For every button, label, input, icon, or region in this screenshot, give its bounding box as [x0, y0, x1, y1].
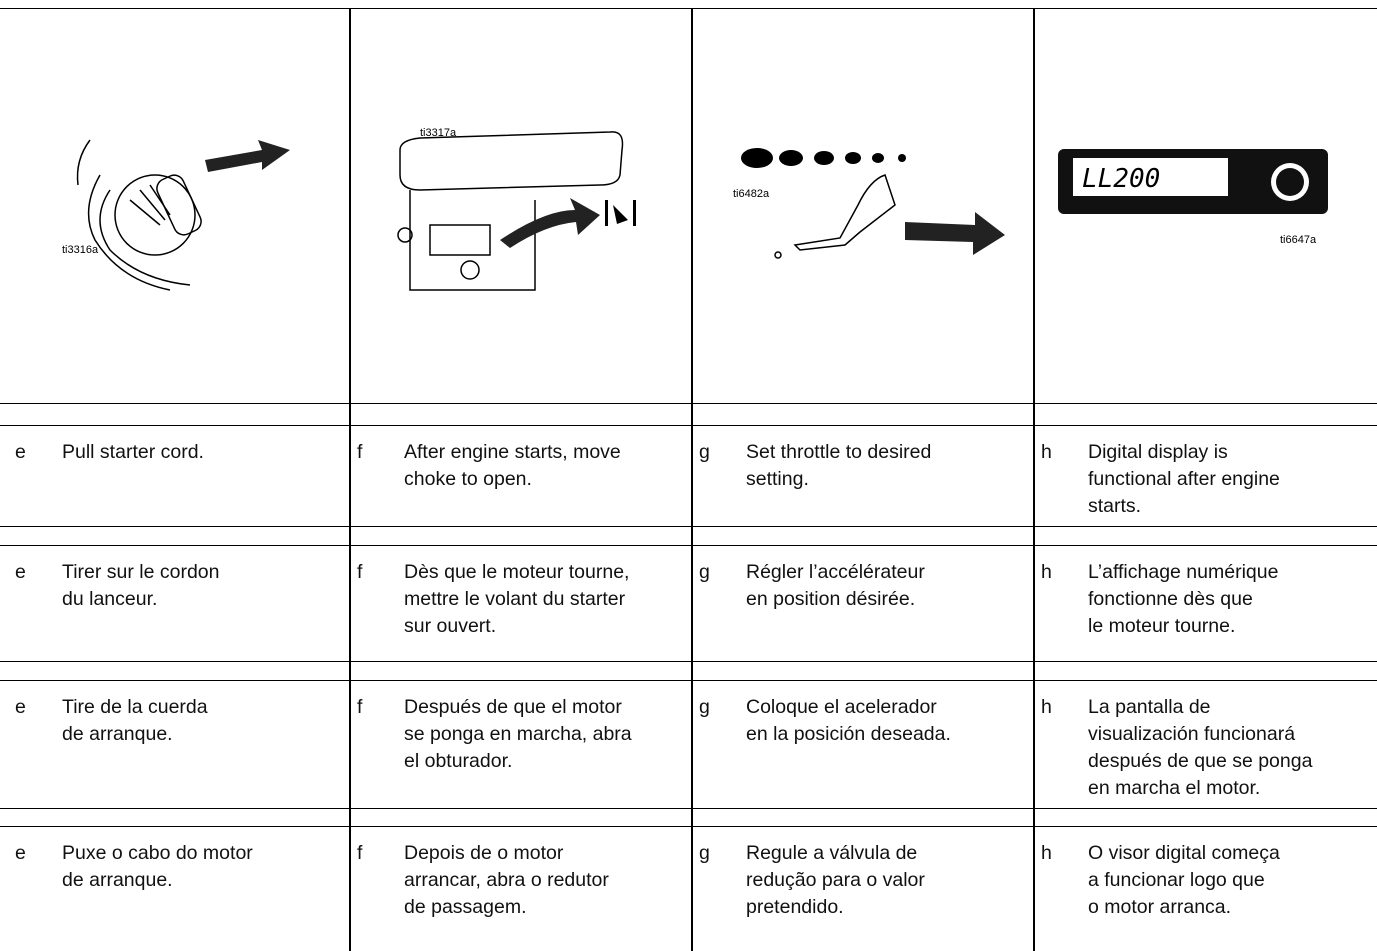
text-line: Puxe o cabo do motor [62, 842, 253, 864]
step-text: L’affichage numérique fonctionne dès que l… [1088, 559, 1278, 640]
text-line: pretendido. [746, 896, 844, 918]
step-text: Regule a válvula de redução para o valor p… [746, 840, 925, 921]
text-line: sur ouvert. [404, 615, 497, 637]
display-illustration: LL200 [1058, 149, 1328, 214]
text-line: After engine starts, move [404, 441, 621, 463]
text-line: setting. [746, 468, 809, 490]
step-text: Después de que el motor se ponga en march… [404, 694, 632, 775]
arrow [905, 212, 1005, 255]
text-line: Tire de la cuerda [62, 696, 208, 718]
starter-illustration [76, 139, 202, 291]
step-letter: h [1041, 842, 1052, 864]
row-border [0, 826, 1377, 828]
step-text: Tire de la cuerda de arranque. [62, 694, 208, 748]
text-line: Tirer sur le cordon [62, 561, 220, 583]
row-border [0, 808, 1377, 810]
text-line: L’affichage numérique [1088, 561, 1279, 583]
text-line: en la posición deseada. [746, 723, 951, 745]
step-text: Depois de o motor arrancar, abra o reduto… [404, 840, 609, 921]
step-text: Set throttle to desired setting. [746, 439, 931, 493]
text-line: Depois de o motor [404, 842, 564, 864]
text-line: Dès que le moteur tourne, [404, 561, 630, 583]
choke-illustration [397, 131, 624, 291]
column-border [1033, 8, 1035, 951]
row-border [0, 526, 1377, 528]
arrow [500, 198, 600, 248]
text-line: starts. [1088, 495, 1142, 517]
row-border [0, 545, 1377, 547]
step-letter: g [699, 842, 710, 864]
text-line: La pantalla de [1088, 696, 1211, 718]
text-line: functional after engine [1088, 468, 1280, 490]
text-line: mettre le volant du starter [404, 588, 626, 610]
step-letter: h [1041, 696, 1052, 718]
text-line: de arranque. [62, 723, 173, 745]
text-line: Después de que el motor [404, 696, 622, 718]
text-line: se ponga en marcha, abra [404, 723, 632, 745]
step-letter: f [357, 561, 363, 583]
column-border [349, 8, 351, 951]
text-line: o motor arranca. [1088, 896, 1232, 918]
lever [774, 174, 896, 259]
display-text: LL200 [1082, 164, 1160, 194]
step-letter: e [15, 561, 26, 583]
text-line: visualización funcionará [1088, 723, 1296, 745]
text-line: arrancar, abra o redutor [404, 869, 609, 891]
step-text: O visor digital começa a funcionar logo q… [1088, 840, 1280, 921]
step-text: Puxe o cabo do motor de arranque. [62, 840, 253, 894]
step-text: Tirer sur le cordon du lanceur. [62, 559, 220, 613]
step-letter: e [15, 441, 26, 463]
row-border [0, 425, 1377, 427]
step-letter: h [1041, 561, 1052, 583]
image-label: ti3316a [62, 244, 99, 256]
step-text: Régler l’accélérateur en position désirée… [746, 559, 925, 613]
text-line: a funcionar logo que [1088, 869, 1265, 891]
row-border [0, 403, 1377, 405]
illustrations: ti3316a ti3317a ti6482a LL200 ti6647a [62, 127, 1328, 291]
step-text: Pull starter cord. [62, 439, 204, 466]
row-border [0, 680, 1377, 682]
image-label: ti6482a [733, 188, 770, 200]
text-line: redução para o valor [746, 869, 925, 891]
text-line: de passagem. [404, 896, 527, 918]
step-letter: e [15, 842, 26, 864]
text-line: en position désirée. [746, 588, 916, 610]
text-line: Digital display is [1088, 441, 1228, 463]
image-label: ti6647a [1280, 234, 1317, 246]
step-letter: g [699, 441, 710, 463]
text-line: de arranque. [62, 869, 173, 891]
text-line: Pull starter cord. [62, 441, 204, 463]
step-text: La pantalla de visualización funcionará de… [1088, 694, 1312, 802]
text-line: el obturador. [404, 750, 513, 772]
step-text: Coloque el acelerador en la posición dese… [746, 694, 951, 748]
image-label: ti3317a [420, 127, 457, 139]
step-letter: g [699, 696, 710, 718]
step-letter: e [15, 696, 26, 718]
step-letter: h [1041, 441, 1052, 463]
text-line: después de que se ponga [1088, 750, 1313, 772]
text-line: en marcha el motor. [1088, 777, 1261, 799]
column-border [691, 8, 693, 951]
text-line: du lanceur. [62, 588, 158, 610]
text-line: choke to open. [404, 468, 532, 490]
step-letter: f [357, 441, 363, 463]
text-line: le moteur tourne. [1088, 615, 1236, 637]
arrow [205, 140, 290, 172]
text-line: fonctionne dès que [1088, 588, 1253, 610]
step-text: Dès que le moteur tourne, mettre le volan… [404, 559, 629, 640]
row-border [0, 8, 1377, 10]
text-line: Régler l’accélérateur [746, 561, 925, 583]
step-text: Digital display is functional after engin… [1088, 439, 1280, 520]
text-line: Regule a válvula de [746, 842, 918, 864]
text-line: Coloque el acelerador [746, 696, 937, 718]
row-border [0, 661, 1377, 663]
step-letter: f [357, 696, 363, 718]
text-line: O visor digital começa [1088, 842, 1280, 864]
throttle-illustration [741, 148, 906, 168]
step-letter: g [699, 561, 710, 583]
step-letter: f [357, 842, 363, 864]
step-text: After engine starts, move choke to open. [404, 439, 621, 493]
text-line: Set throttle to desired [746, 441, 932, 463]
